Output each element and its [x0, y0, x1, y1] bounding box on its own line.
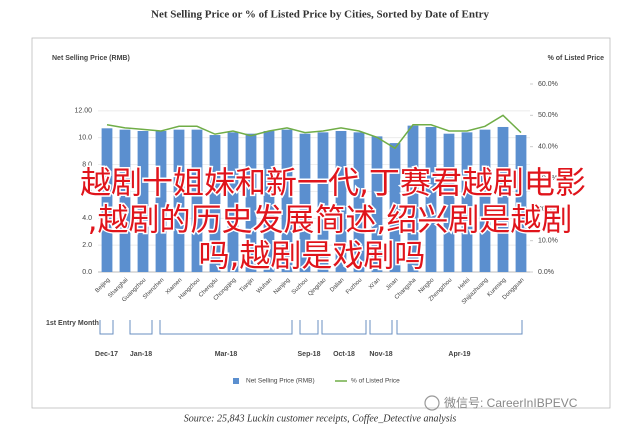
bar: [299, 133, 311, 272]
chart-title: Net Selling Price or % of Listed Price b…: [151, 9, 489, 21]
y-tick-label: 4.0: [82, 215, 92, 222]
bar: [335, 131, 347, 272]
y2-tick-label: 40.0%: [538, 144, 558, 151]
bar: [119, 129, 131, 272]
timeline-bracket: [129, 320, 153, 335]
y-tick-label: 10.0: [78, 135, 92, 142]
timeline-label: Apr-19: [448, 351, 470, 358]
line: [106, 114, 522, 150]
bar: [353, 132, 365, 272]
bar: [371, 136, 383, 272]
bar: [137, 131, 149, 272]
overlay-text: 越剧十姐妹和新一代,丁赛君越剧电影: [80, 166, 586, 202]
timeline-bracket: [396, 320, 523, 335]
timeline-bracket: [299, 320, 319, 335]
y-tick-label: 8.0: [82, 161, 92, 168]
bar: [101, 128, 113, 272]
watermark: 微信号: CareerInIBPEVC: [444, 396, 578, 410]
watermark-icon: [424, 395, 440, 411]
bar: [209, 135, 221, 272]
y2-tick-label: 10.0%: [538, 238, 558, 245]
timeline-label: Sep-18: [298, 351, 321, 358]
bar: [227, 132, 239, 272]
y-tick-label: 0.0: [82, 269, 92, 276]
bar: [497, 126, 509, 272]
bar: [443, 133, 455, 272]
timeline-label: Dec-17: [95, 351, 118, 358]
timeline-bracket: [321, 320, 367, 335]
y2-tick-label: 0.0%: [538, 269, 554, 276]
bar: [479, 129, 491, 272]
timeline-label: Oct-18: [333, 351, 355, 358]
legend-label: Net Selling Price (RMB): [246, 378, 315, 385]
bar: [461, 132, 473, 272]
timeline-label: Nov-18: [369, 351, 392, 358]
overlay-text: ,越剧的历史发展简述,绍兴剧是越剧: [88, 203, 573, 239]
timeline-label: Jan-18: [130, 351, 152, 358]
bar: [191, 129, 203, 272]
y2-axis-title: % of Listed Price: [548, 55, 605, 62]
y-tick-label: 2.0: [82, 242, 92, 249]
timeline-title: 1st Entry Month: [46, 320, 99, 327]
y-tick-label: 12.00: [74, 108, 92, 115]
y2-tick-label: 60.0%: [538, 81, 558, 88]
source: Source: 25,843 Luckin customer receipts,…: [184, 413, 457, 424]
bar: [317, 132, 329, 272]
chart-frame: [31, 37, 611, 409]
bar: [245, 133, 257, 272]
legend-swatch: [233, 378, 239, 384]
y-axis-title: Net Selling Price (RMB): [52, 55, 130, 62]
bar: [155, 131, 167, 272]
bar: [425, 126, 437, 272]
bar: [173, 129, 185, 272]
timeline-bracket: [369, 320, 393, 335]
y2-tick-label: 30.0%: [538, 175, 558, 182]
bar: [515, 135, 527, 272]
y2-tick-label: 50.0%: [538, 112, 558, 119]
bar: [281, 129, 293, 272]
overlay-text: 吗,越剧是戏剧吗: [199, 239, 426, 275]
timeline-label: Mar-18: [215, 351, 238, 358]
legend-label: % of Listed Price: [351, 378, 400, 385]
bar: [407, 125, 419, 272]
y2-tick-label: 20.0%: [538, 206, 558, 213]
timeline-bracket: [159, 320, 293, 335]
y-tick-label: 6.0: [82, 188, 92, 195]
bar: [263, 131, 275, 272]
bar: [389, 143, 401, 272]
timeline-bracket: [99, 320, 114, 335]
